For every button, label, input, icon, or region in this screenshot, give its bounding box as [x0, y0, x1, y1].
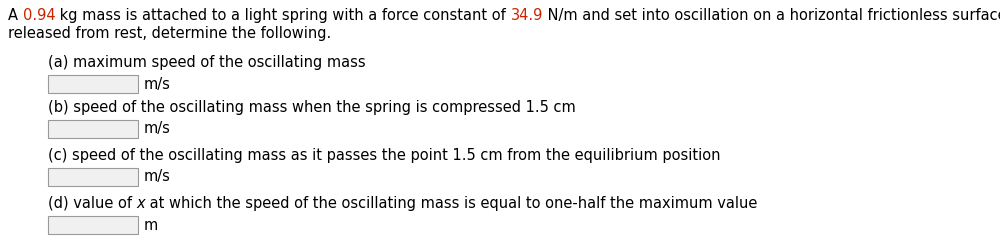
Bar — [48, 75, 138, 93]
Text: m/s: m/s — [144, 121, 171, 137]
Text: x: x — [137, 196, 145, 211]
Text: (d) value of: (d) value of — [48, 196, 137, 211]
Text: (a) maximum speed of the oscillating mass: (a) maximum speed of the oscillating mas… — [48, 55, 366, 70]
Bar — [48, 216, 138, 234]
Bar — [48, 120, 138, 138]
Text: N/m and set into oscillation on a horizontal frictionless surface. If the spring: N/m and set into oscillation on a horizo… — [543, 8, 1000, 23]
Text: released from rest, determine the following.: released from rest, determine the follow… — [8, 26, 331, 41]
Text: (b) speed of the oscillating mass when the spring is compressed 1.5 cm: (b) speed of the oscillating mass when t… — [48, 100, 576, 115]
Bar — [48, 168, 138, 186]
Text: m: m — [144, 217, 158, 233]
Text: (c) speed of the oscillating mass as it passes the point 1.5 cm from the equilib: (c) speed of the oscillating mass as it … — [48, 148, 720, 163]
Text: m/s: m/s — [144, 77, 171, 91]
Text: m/s: m/s — [144, 169, 171, 185]
Text: A: A — [8, 8, 23, 23]
Text: 34.9: 34.9 — [511, 8, 543, 23]
Text: at which the speed of the oscillating mass is equal to one-half the maximum valu: at which the speed of the oscillating ma… — [145, 196, 758, 211]
Text: 0.94: 0.94 — [23, 8, 55, 23]
Text: kg mass is attached to a light spring with a force constant of: kg mass is attached to a light spring wi… — [55, 8, 511, 23]
